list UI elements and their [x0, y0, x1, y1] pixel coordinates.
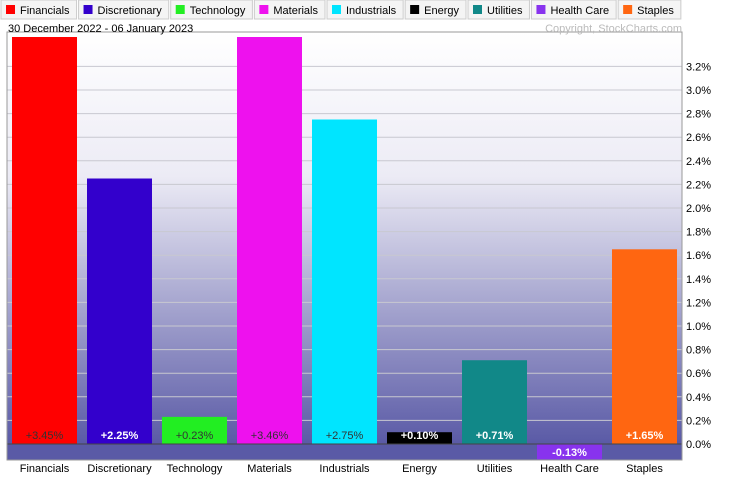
ytick-label: 0.4%	[686, 392, 711, 404]
ytick-label: 2.0%	[686, 203, 711, 215]
legend-swatch	[332, 5, 341, 14]
legend-label: Technology	[190, 5, 246, 17]
xtick-label: Financials	[20, 463, 70, 475]
legend-button[interactable]	[253, 0, 326, 20]
legend-item-utilities[interactable]: Utilities	[467, 0, 530, 20]
ytick-label: 1.8%	[686, 227, 711, 239]
xtick-label: Staples	[626, 463, 663, 475]
legend-item-energy[interactable]: Energy	[404, 0, 467, 20]
legend-swatch	[473, 5, 482, 14]
ytick-label: 0.6%	[686, 368, 711, 380]
legend-swatch	[536, 5, 546, 14]
ytick-label: 1.2%	[686, 297, 711, 309]
xtick-label: Health Care	[540, 463, 599, 475]
legend-label: Materials	[273, 5, 318, 17]
legend-label: Financials	[20, 5, 70, 17]
legend-button[interactable]	[78, 0, 170, 20]
bar-materials[interactable]	[237, 37, 302, 444]
bar-value-label: -0.13%	[552, 447, 587, 459]
ytick-label: 1.4%	[686, 274, 711, 286]
legend-button[interactable]	[0, 0, 78, 20]
xtick-label: Energy	[402, 463, 437, 475]
legend-swatch	[259, 5, 269, 14]
legend-button[interactable]	[530, 0, 617, 20]
legend-button[interactable]	[617, 0, 682, 20]
ytick-label: 0.0%	[686, 439, 711, 451]
legend-label: Discretionary	[98, 5, 163, 17]
ytick-label: 1.6%	[686, 250, 711, 262]
ytick-label: 2.6%	[686, 132, 711, 144]
legend-button[interactable]	[404, 0, 467, 20]
xtick-label: Materials	[247, 463, 292, 475]
legend-label: Energy	[424, 5, 459, 17]
bar-value-label: +3.45%	[26, 430, 64, 442]
xtick-label: Technology	[167, 463, 223, 475]
ytick-label: 2.8%	[686, 109, 711, 121]
bar-value-label: +3.46%	[251, 430, 289, 442]
ytick-label: 3.0%	[686, 85, 711, 97]
bar-value-label: +1.65%	[626, 430, 664, 442]
plot-frame	[6, 31, 683, 461]
bar-industrials[interactable]	[312, 119, 377, 445]
ytick-label: 1.0%	[686, 321, 711, 333]
legend-label: Health Care	[550, 5, 609, 17]
ytick-label: 0.2%	[686, 415, 711, 427]
negative-zone-band	[7, 444, 682, 460]
bar-staples[interactable]	[612, 249, 677, 444]
bar-utilities[interactable]	[462, 360, 527, 444]
bar-value-label: +0.10%	[401, 430, 439, 442]
legend-item-discretionary[interactable]: Discretionary	[78, 0, 170, 20]
ytick-label: 3.2%	[686, 61, 711, 73]
ytick-label: 0.8%	[686, 345, 711, 357]
date-range: 30 December 2022 - 06 January 2023	[8, 23, 193, 35]
legend-label: Utilities	[487, 5, 523, 17]
bar-health-care[interactable]	[537, 444, 602, 460]
legend-swatch	[175, 5, 185, 14]
legend-item-industrials[interactable]: Industrials	[326, 0, 404, 20]
legend-item-technology[interactable]: Technology	[170, 0, 253, 20]
bar-energy[interactable]	[387, 432, 452, 444]
legend-item-health-care[interactable]: Health Care	[530, 0, 617, 20]
bar-technology[interactable]	[162, 416, 227, 444]
legend-item-staples[interactable]: Staples	[617, 0, 682, 20]
bar-value-label: +2.75%	[326, 430, 364, 442]
xtick-label: Utilities	[477, 463, 513, 475]
legend-button[interactable]	[170, 0, 253, 20]
ytick-label: 2.4%	[686, 156, 711, 168]
legend-button[interactable]	[467, 0, 530, 20]
legend-item-materials[interactable]: Materials	[253, 0, 326, 20]
bar-value-label: +0.23%	[176, 430, 214, 442]
bar-value-label: +2.25%	[101, 430, 139, 442]
bar-financials[interactable]	[12, 37, 77, 444]
copyright-text: Copyright, StockCharts.com	[545, 23, 682, 35]
bar-discretionary[interactable]	[87, 178, 152, 445]
xtick-label: Discretionary	[87, 463, 152, 475]
legend-swatch	[6, 5, 15, 14]
ytick-label: 2.2%	[686, 179, 711, 191]
legend-label: Staples	[637, 5, 674, 17]
legend-swatch	[83, 5, 93, 14]
legend-swatch	[410, 5, 420, 14]
legend-swatch	[623, 5, 633, 14]
legend-button[interactable]	[326, 0, 404, 20]
legend-item-financials[interactable]: Financials	[0, 0, 78, 20]
legend-label: Industrials	[346, 5, 397, 17]
xtick-label: Industrials	[319, 463, 370, 475]
bar-value-label: +0.71%	[476, 430, 514, 442]
